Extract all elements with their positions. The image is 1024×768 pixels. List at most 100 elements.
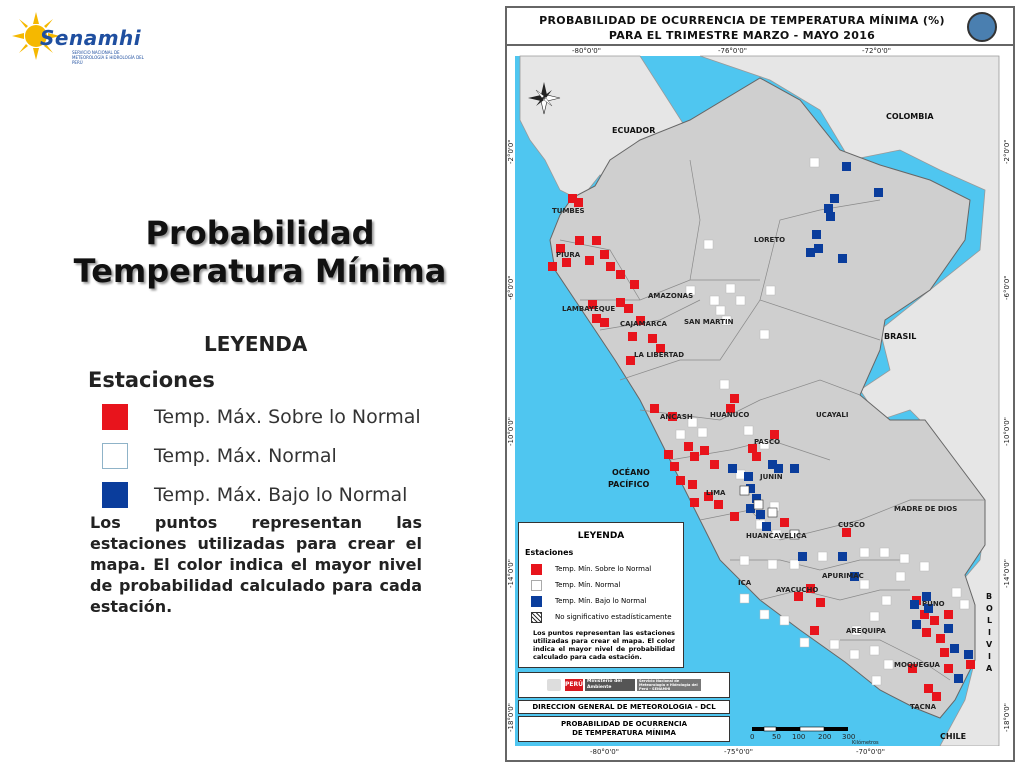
legend-note: Los puntos representan las estaciones ut…	[90, 513, 422, 616]
coord-right: -6°0'0"	[1003, 275, 1011, 300]
senamhi-emblem-icon	[967, 12, 997, 42]
coord-right: -14°0'0"	[1003, 559, 1011, 588]
map-title-line-1: PROBABILIDAD DE OCURRENCIA DE TEMPERATUR…	[539, 14, 945, 27]
stations-below-normal	[728, 162, 973, 683]
peru-land	[549, 77, 986, 719]
caption-line-1: PROBABILIDAD DE OCURRENCIA	[560, 720, 688, 728]
coord-right: -2°0'0"	[1003, 139, 1011, 164]
inset-legend-heading: LEYENDA	[577, 531, 625, 541]
scale-unit: Kilómetros	[852, 740, 879, 746]
region-label: APURIMAC	[822, 572, 864, 580]
region-label: AREQUIPA	[846, 627, 886, 635]
peru-badge: PERÚ	[565, 679, 583, 691]
region-label: TACNA	[910, 703, 937, 711]
bolivia-letter: A	[986, 664, 993, 673]
legend-heading: LEYENDA	[204, 332, 308, 356]
blue-swatch	[531, 596, 542, 607]
coord-top: -72°0'0"	[862, 47, 891, 55]
region-label: PUNO	[922, 600, 945, 608]
inset-legend-stations: Estaciones	[525, 548, 574, 557]
region-label: AYACUCHO	[776, 586, 819, 594]
legend-label: Temp. Máx. Sobre lo Normal	[154, 406, 421, 428]
ministry-logos: PERÚ Ministerio del Ambiente Servicio Na…	[518, 672, 730, 698]
map-title-line-2: PARA EL TRIMESTRE MARZO - MAYO 2016	[608, 29, 876, 42]
ocean-label-2: PACÍFICO	[608, 480, 650, 489]
region-label: ICA	[738, 579, 752, 587]
coord-bottom: -70°0'0"	[856, 748, 885, 756]
logo-subtitle: SERVICIO NACIONAL DE METEOROLOGÍA E HIDR…	[72, 50, 144, 65]
region-label: HUANCAVELICA	[746, 532, 807, 540]
region-label: SAN MARTIN	[684, 318, 734, 326]
region-label: HUANUCO	[710, 411, 750, 419]
inset-legend-note: Los puntos representan las estaciones ut…	[533, 629, 675, 661]
stations-above-normal	[548, 194, 975, 701]
white-swatch	[102, 443, 128, 469]
country-label-colombia: COLOMBIA	[886, 112, 934, 121]
region-label: LA LIBERTAD	[634, 351, 685, 359]
compass-rose-icon	[528, 82, 561, 115]
senamhi-logo: Senamhi SERVICIO NACIONAL DE METEOROLOGÍ…	[10, 8, 150, 65]
bolivia-letter: L	[987, 616, 993, 625]
senamhi-label: Servicio Nacional de Meteorología e Hidr…	[637, 679, 701, 691]
region-label: LAMBAYEQUE	[562, 305, 616, 313]
region-label: PASCO	[754, 438, 781, 446]
legend-label: Temp. Máx. Normal	[154, 445, 337, 467]
region-label: CAJAMARCA	[620, 320, 667, 328]
title-line-1: Probabilidad	[145, 214, 375, 252]
scale-tick: 300	[842, 733, 856, 741]
scale-bar-graphic	[752, 726, 848, 732]
region-label: AMAZONAS	[648, 292, 694, 300]
colombia-brasil-bolivia-land	[699, 55, 1000, 746]
legend-stations-title: Estaciones	[88, 368, 215, 392]
stations-normal	[675, 157, 970, 686]
bolivia-letter: V	[986, 640, 993, 649]
direction-label: DIRECCION GENERAL DE METEOROLOGIA - DCL	[518, 700, 730, 714]
coord-right: -10°0'0"	[1003, 417, 1011, 446]
region-label: MADRE DE DIOS	[894, 505, 958, 513]
page-title: Probabilidad Temperatura Mínima	[60, 214, 460, 290]
region-label: MOQUEGUA	[894, 661, 940, 669]
inset-label: Temp. Mín. Normal	[555, 581, 621, 589]
region-label: TUMBES	[552, 207, 585, 215]
coord-top: -76°0'0"	[718, 47, 747, 55]
inset-label: Temp. Mín. Sobre lo Normal	[555, 565, 652, 573]
red-swatch	[531, 564, 542, 575]
coord-top: -80°0'0"	[572, 47, 601, 55]
region-label: CUSCO	[838, 521, 865, 529]
title-line-2: Temperatura Mínima	[73, 252, 447, 290]
scale-tick: 0	[750, 733, 755, 741]
region-label: PIURA	[556, 251, 581, 259]
coord-bottom: -80°0'0"	[590, 748, 619, 756]
bolivia-letter: O	[986, 604, 993, 613]
bolivia-letter: B	[986, 592, 993, 601]
coord-right: -18°0'0"	[1003, 703, 1011, 732]
ministry-label: Ministerio del Ambiente	[585, 679, 635, 691]
scale-tick: 100	[792, 733, 806, 741]
country-label-chile: CHILE	[940, 732, 967, 741]
map-legend-inset: LEYENDA Estaciones Temp. Mín. Sobre lo N…	[518, 522, 684, 668]
red-swatch	[102, 404, 128, 430]
caption-line-2: DE TEMPERATURA MÍNIMA	[572, 729, 676, 737]
peru-map	[515, 55, 1000, 746]
inset-label: Temp. Mín. Bajo lo Normal	[555, 597, 647, 605]
bolivia-letter: I	[988, 652, 991, 661]
region-label: UCAYALI	[816, 411, 849, 419]
inset-label: No significativo estadísticamente	[555, 613, 672, 621]
region-label: ANCASH	[660, 413, 693, 421]
legend-label: Temp. Máx. Bajo lo Normal	[154, 484, 408, 506]
map-caption: PROBABILIDAD DE OCURRENCIA DE TEMPERATUR…	[518, 716, 730, 742]
bolivia-letter: I	[988, 628, 991, 637]
peru-coat-of-arms-icon	[547, 679, 561, 691]
region-label: JUNIN	[760, 473, 783, 481]
scale-tick: 50	[772, 733, 781, 741]
blue-swatch	[102, 482, 128, 508]
hatched-swatch	[531, 612, 542, 623]
logo-brand: Senamhi	[40, 26, 142, 50]
coord-bottom: -75°0'0"	[724, 748, 753, 756]
white-swatch	[531, 580, 542, 591]
scale-bar: 0 50 100 200 300 Kilómetros	[748, 726, 879, 746]
country-label-ecuador: ECUADOR	[612, 126, 656, 135]
region-label: LORETO	[754, 236, 786, 244]
map-header: PROBABILIDAD DE OCURRENCIA DE TEMPERATUR…	[507, 8, 1013, 46]
region-label: LIMA	[706, 489, 726, 497]
